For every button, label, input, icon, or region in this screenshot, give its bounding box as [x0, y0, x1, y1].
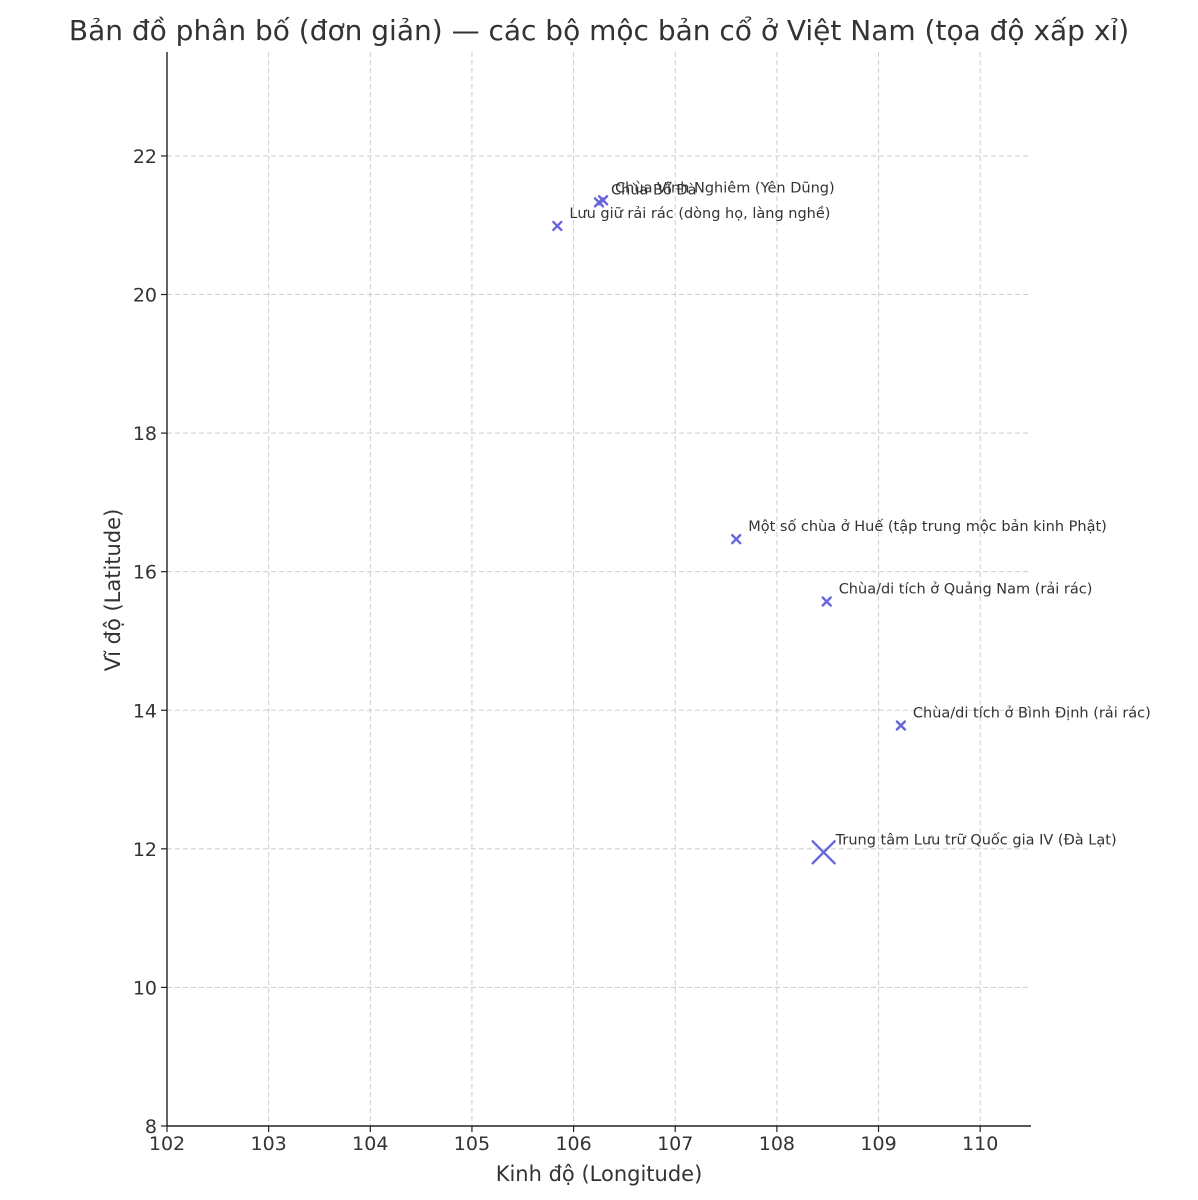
- data-point-label: Trung tâm Lưu trữ Quốc gia IV (Đà Lạt): [835, 831, 1117, 848]
- data-point: [895, 720, 907, 731]
- x-tick-label: 104: [352, 1133, 388, 1155]
- data-point-label: Chùa/di tích ở Quảng Nam (rải rác): [839, 581, 1093, 597]
- y-tick-label: 18: [133, 423, 157, 445]
- data-point-mark: [731, 533, 742, 545]
- y-tick-label: 14: [133, 700, 157, 722]
- grid-lines: [166, 52, 1031, 1127]
- axis-ticks: 102 103 104 105 106 107 108 109 110 8 10 12 14 16 18 20…: [133, 146, 998, 1155]
- x-tick-label: 102: [149, 1133, 185, 1155]
- data-point-mark: [597, 195, 609, 206]
- data-point-label: Lưu giữ rải rác (dòng họ, làng nghề): [569, 205, 830, 222]
- data-point: [821, 596, 832, 607]
- data-point-mark: [895, 720, 907, 731]
- data-point: [811, 840, 836, 865]
- y-tick-label: 12: [133, 839, 157, 861]
- x-tick-label: 109: [860, 1133, 896, 1155]
- y-axis-label: Vĩ độ (Latitude): [101, 509, 125, 672]
- data-point-label: Chùa Bổ Đà: [611, 181, 697, 198]
- axes-frame: [166, 52, 1031, 1127]
- y-tick-label: 16: [133, 562, 157, 584]
- data-point-mark: [811, 840, 836, 865]
- x-tick-label: 105: [454, 1133, 490, 1155]
- data-point: [731, 533, 742, 545]
- x-tick-label: 106: [555, 1133, 591, 1155]
- x-axis-label: Kinh độ (Longitude): [496, 1162, 703, 1186]
- x-tick-label: 110: [962, 1133, 998, 1155]
- data-point-label: Chùa/di tích ở Bình Định (rải rác): [913, 706, 1151, 722]
- y-tick-label: 10: [133, 977, 157, 999]
- y-tick-label: 22: [133, 146, 157, 168]
- data-point-mark: [821, 596, 832, 607]
- chart-title: Bản đồ phân bố (đơn giản) — các bộ mộc b…: [69, 14, 1129, 47]
- data-point: [597, 195, 609, 206]
- y-tick-label: 8: [145, 1116, 157, 1138]
- x-tick-label: 108: [759, 1133, 795, 1155]
- x-tick-label: 103: [251, 1133, 287, 1155]
- data-point: [552, 220, 563, 232]
- data-point-label: Một số chùa ở Huế (tập trung mộc bản kin…: [748, 518, 1107, 535]
- data-point-label: Chùa Vĩnh Nghiêm (Yên Dũng): [615, 180, 835, 196]
- data-point-mark: [552, 220, 563, 232]
- y-tick-label: 20: [133, 285, 157, 307]
- x-tick-label: 107: [657, 1133, 693, 1155]
